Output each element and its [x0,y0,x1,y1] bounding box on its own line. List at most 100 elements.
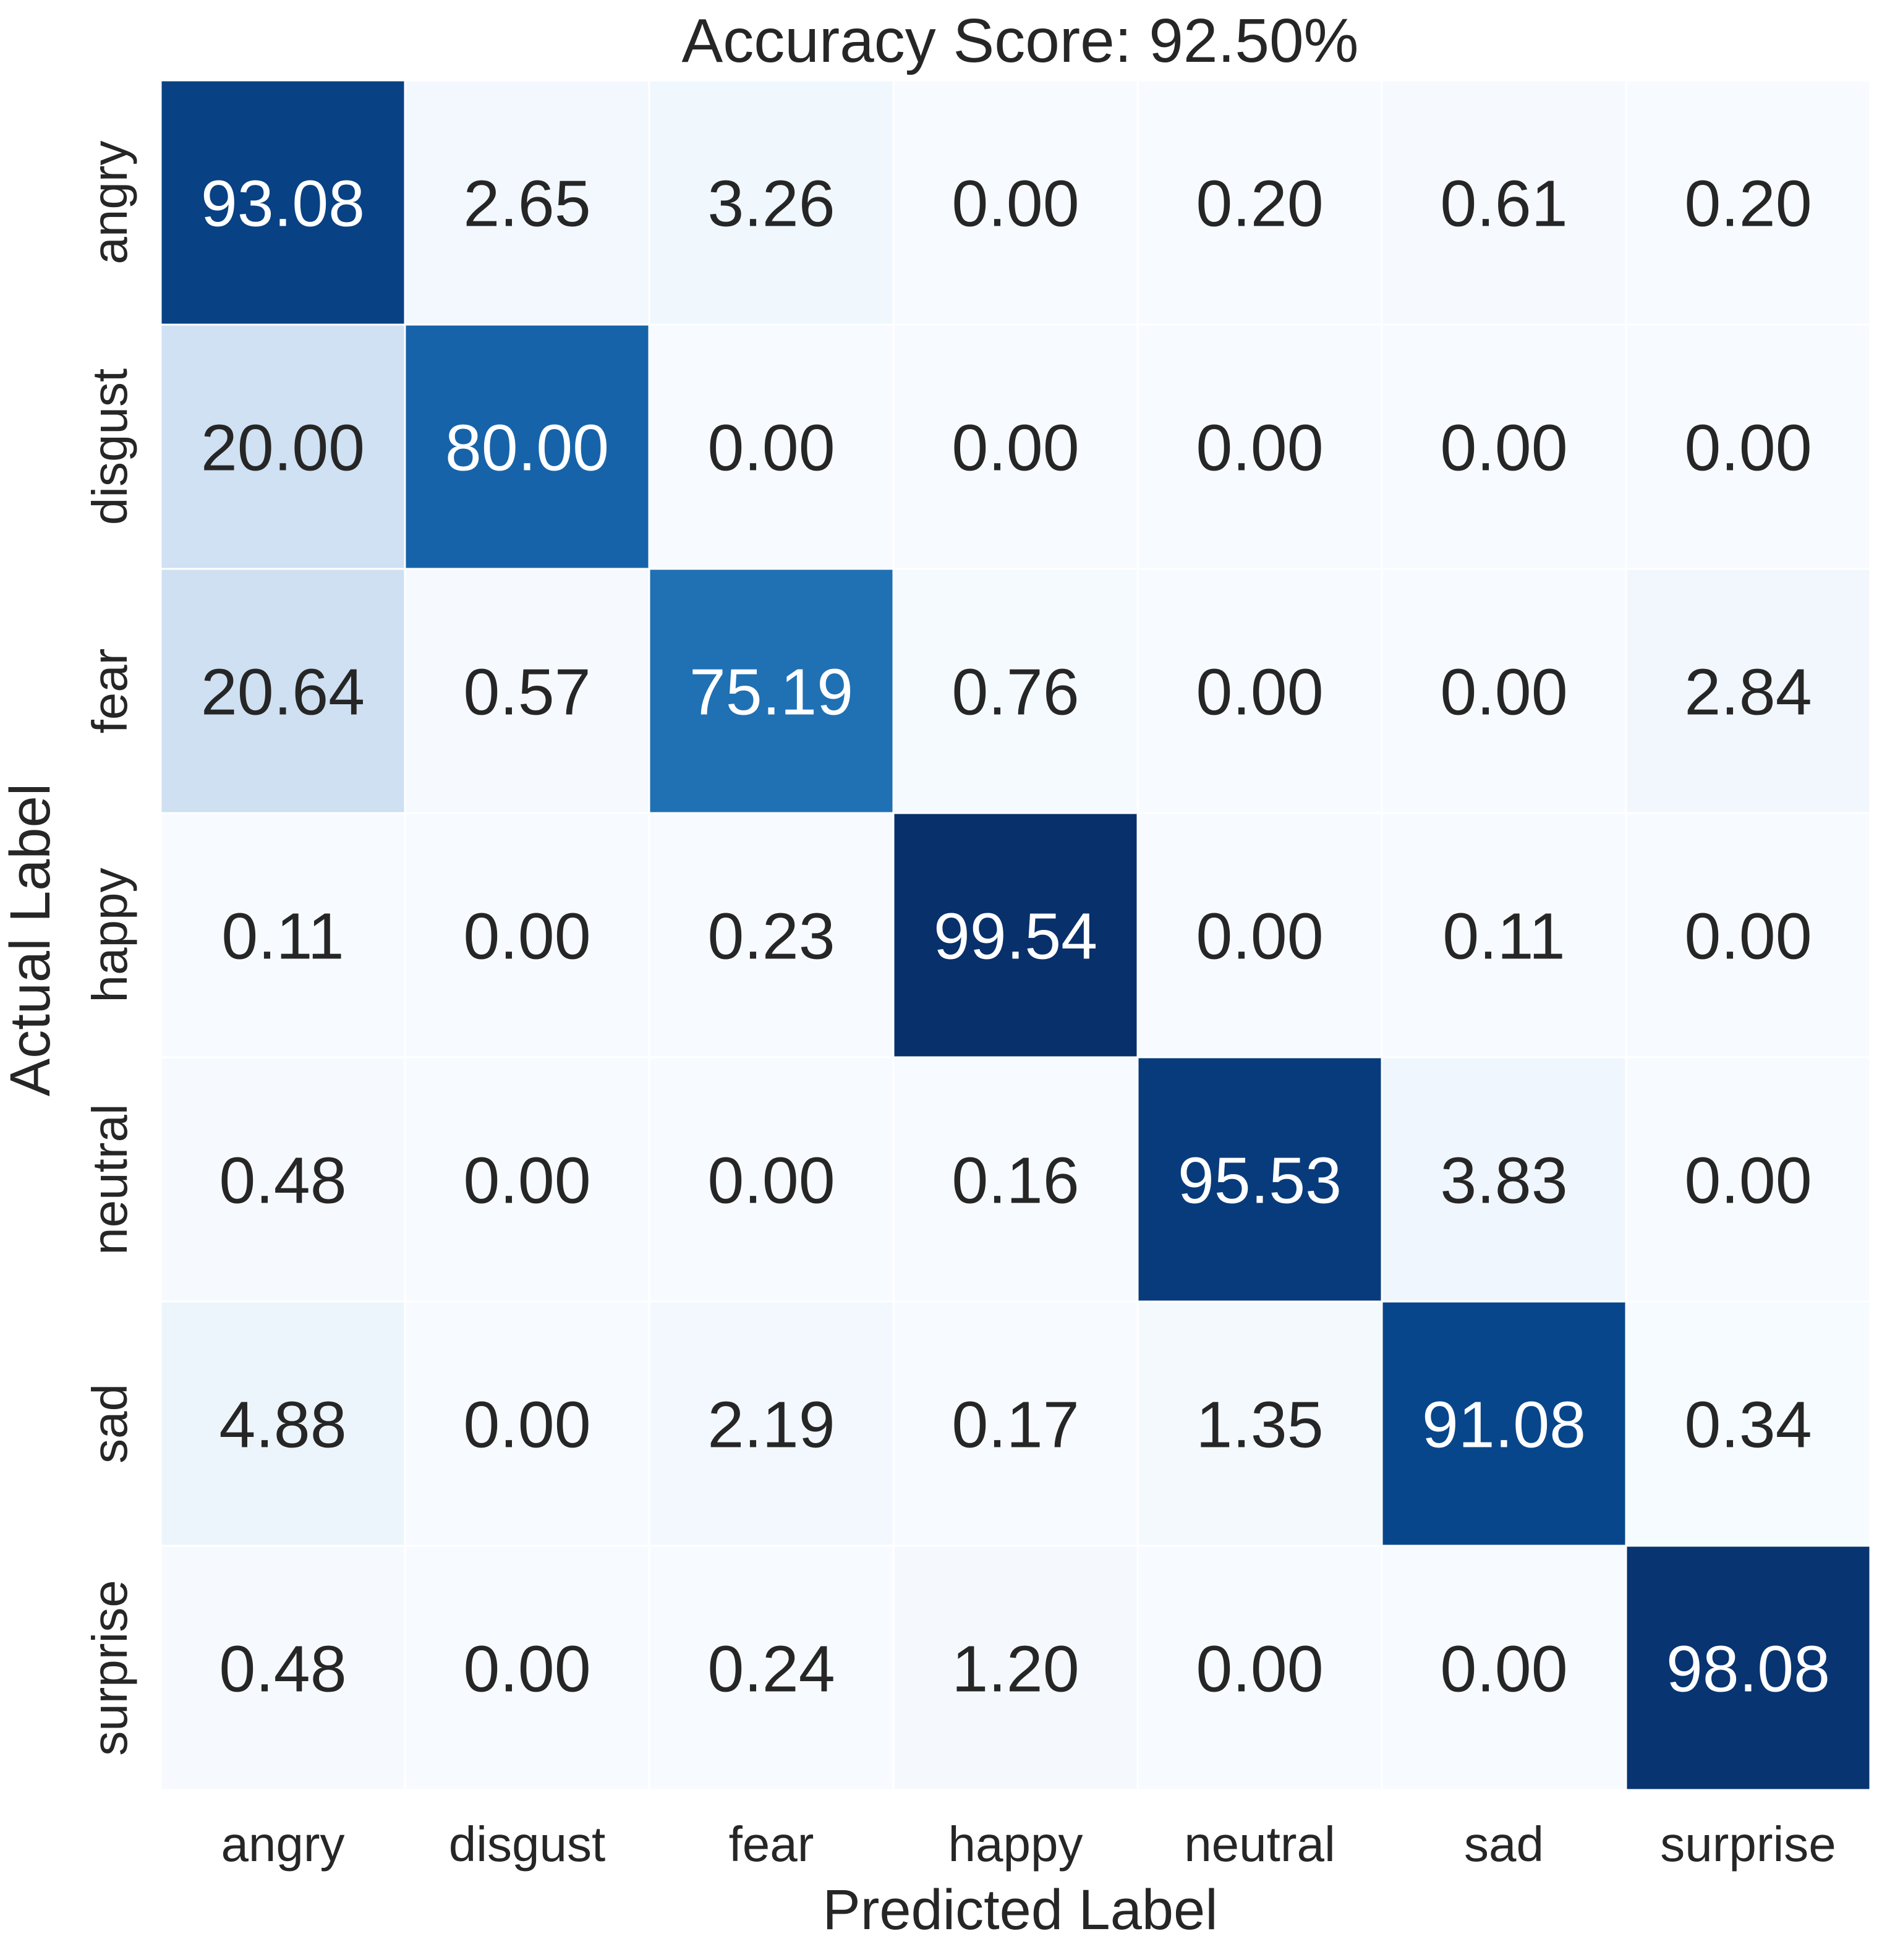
heatmap-cell [160,812,406,1059]
heatmap-cell [160,1056,406,1303]
heatmap-cell [892,1545,1139,1791]
y-tick-label: fear [82,649,137,734]
cell-value-label: 99.54 [934,900,1097,973]
heatmap-cell [1136,79,1383,326]
x-tick-label: angry [221,1817,344,1872]
heatmap-cell [404,1300,650,1547]
heatmap-cell [1381,812,1627,1059]
heatmap-cell [1136,568,1383,814]
x-tick-labels: angry disgust fear happy neutral sad surprise [221,1817,1836,1872]
heatmap-cell [404,812,650,1059]
cell-value-label: 0.00 [952,168,1079,241]
cell-value-label: 0.34 [1684,1389,1812,1462]
cell-value-label: 0.17 [952,1389,1079,1462]
cell-value-label: 0.00 [1196,1633,1323,1706]
cell-value-label: 80.00 [445,412,609,485]
heatmap-cell [892,1300,1139,1547]
heatmap-cell [160,1545,406,1791]
heatmap-cell [160,79,406,326]
cell-value-label: 0.24 [707,1633,835,1706]
cell-value-label: 0.00 [952,412,1079,485]
cell-value-label: 0.00 [1440,656,1567,729]
heatmap-cell [1625,323,1872,570]
heatmap-cell [1136,1300,1383,1547]
heatmap-cell [1625,568,1872,814]
heatmap-cell [648,323,895,570]
heatmap-cell [1136,1545,1383,1791]
cell-value-label: 0.48 [219,1633,346,1706]
x-tick-label: surprise [1660,1817,1836,1872]
x-tick-label: happy [948,1817,1083,1872]
cell-value-label: 91.08 [1422,1389,1586,1462]
cell-value-label: 0.11 [1442,900,1565,973]
cell-value-label: 0.16 [952,1144,1079,1217]
heatmap-cell [1381,1545,1627,1791]
cell-value-label: 1.35 [1196,1389,1323,1462]
heatmap-cell [1136,323,1383,570]
cell-value-label: 3.26 [707,168,835,241]
heatmap-cell [160,323,406,570]
cell-value-label: 0.20 [1196,168,1323,241]
cell-value-label: 0.00 [707,1144,835,1217]
heatmap-cell [648,1300,895,1547]
heatmap-cell [404,568,650,814]
chart-title: Accuracy Score: 92.50% [682,6,1359,75]
heatmap-cell [1625,1545,1872,1791]
y-tick-label: angry [82,140,137,264]
heatmap-cell [892,812,1139,1059]
x-axis-label: Predicted Label [822,1878,1217,1941]
x-tick-label: neutral [1184,1817,1335,1872]
cell-value-label: 0.76 [952,656,1079,729]
cell-value-label: 98.08 [1666,1633,1830,1706]
x-tick-label: fear [729,1817,814,1872]
cell-value-label: 95.53 [1178,1144,1342,1217]
cell-value-label: 2.65 [463,168,590,241]
cell-value-label: 4.88 [219,1389,346,1462]
cell-value-label: 20.64 [201,656,365,729]
cell-value-label: 0.00 [463,1389,590,1462]
cell-value-label: 93.08 [201,168,365,241]
cell-value-label: 0.23 [707,900,835,973]
cell-value-label: 0.00 [1440,1633,1567,1706]
cell-value-label: 0.00 [1684,900,1812,973]
cell-value-label: 0.00 [1684,1144,1812,1217]
cell-value-label: 0.00 [1196,900,1323,973]
heatmap-cell [404,79,650,326]
y-tick-labels: angry disgust fear happy neutral sad surprise [82,140,137,1755]
heatmap-cell [648,1056,895,1303]
heatmap-cell [892,568,1139,814]
heatmap-cell [648,79,895,326]
heatmap-cell [1381,568,1627,814]
heatmap-cell [1381,323,1627,570]
y-tick-label: surprise [82,1580,137,1756]
cell-value-label: 0.00 [463,1144,590,1217]
y-tick-label: neutral [82,1104,137,1255]
y-axis-label: Actual Label [0,783,62,1096]
cell-value-label: 20.00 [201,412,365,485]
heatmap-cell [648,1545,895,1791]
cell-value-label: 0.61 [1440,168,1567,241]
cell-value-label: 0.00 [463,900,590,973]
cell-value-label: 0.00 [463,1633,590,1706]
heatmap-cell [1625,1300,1872,1547]
heatmap-cell [1381,79,1627,326]
cell-value-label: 3.83 [1440,1144,1567,1217]
cell-value-label: 0.00 [1196,656,1323,729]
heatmap-cell [648,568,895,814]
heatmap-cell [892,79,1139,326]
cell-value-label: 75.19 [689,656,853,729]
cell-value-label: 0.11 [221,900,344,973]
x-tick-label: sad [1464,1817,1544,1872]
cell-value-label: 0.00 [1196,412,1323,485]
cell-value-label: 0.00 [707,412,835,485]
cell-value-label: 0.48 [219,1144,346,1217]
cell-value-label: 0.57 [463,656,590,729]
heatmap-cell [160,1300,406,1547]
x-tick-label: disgust [449,1817,605,1872]
cell-value-label: 2.19 [707,1389,835,1462]
cell-value-label: 0.20 [1684,168,1812,241]
heatmap-cell [1625,812,1872,1059]
y-tick-label: happy [82,868,137,1003]
cell-value-label: 0.00 [1440,412,1567,485]
